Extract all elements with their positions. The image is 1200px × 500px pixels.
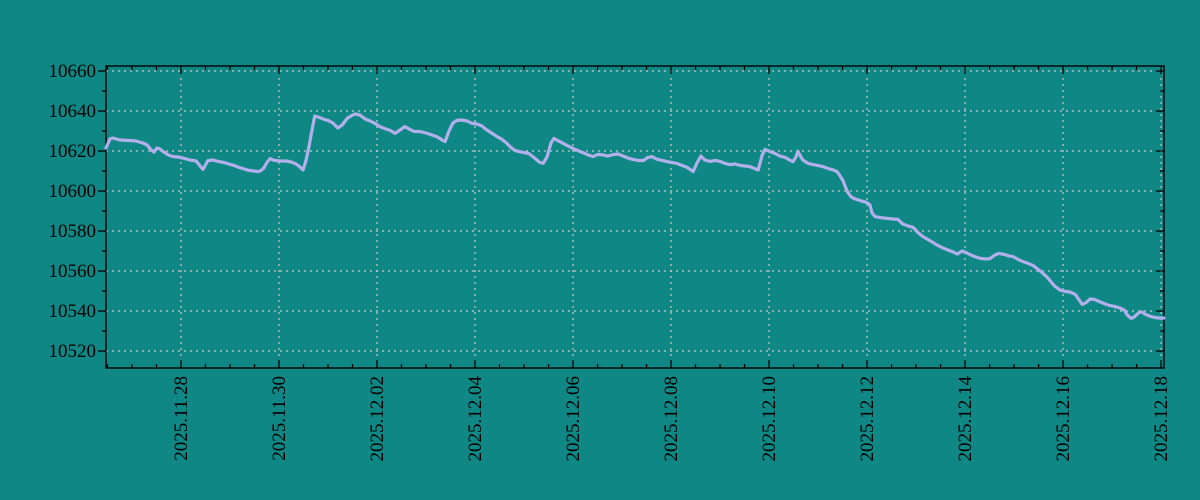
x-tick-label: 2025.12.04 [465,376,486,462]
series-line [104,112,1166,320]
x-tick-label: 2025.12.14 [955,376,976,462]
y-tick-label: 10660 [49,61,97,82]
y-tick-label: 10640 [49,101,97,122]
x-tick-label: 2025.12.12 [857,376,878,462]
x-tick-label: 2025.12.08 [661,376,682,462]
x-tick-label: 2025.12.02 [367,376,388,462]
x-tick-label: 2025.12.18 [1151,376,1172,462]
plot-border [105,65,1165,369]
y-tick-label: 10580 [49,221,97,242]
y-tick-label: 10600 [49,181,97,202]
x-tick-label: 2025.12.10 [759,376,780,462]
x-tick-label: 2025.11.30 [269,376,290,461]
y-tick-label: 10560 [49,261,97,282]
x-tick-label: 2025.12.06 [563,376,584,462]
x-tick-label: 2025.11.28 [171,376,192,461]
y-tick-label: 10520 [49,341,97,362]
y-tick-label: 10620 [49,141,97,162]
y-tick-label: 10540 [49,301,97,322]
x-tick-label: 2025.12.16 [1053,376,1074,462]
